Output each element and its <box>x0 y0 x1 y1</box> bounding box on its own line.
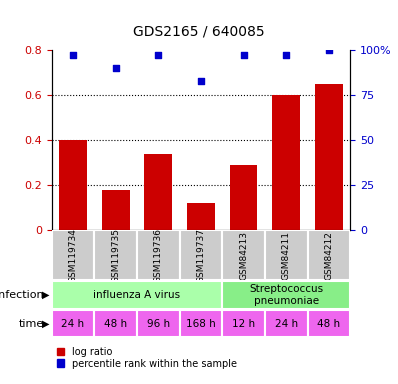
Bar <box>222 230 265 280</box>
Point <box>155 52 162 58</box>
Point <box>240 52 247 58</box>
Bar <box>137 230 179 280</box>
Text: time: time <box>19 318 44 329</box>
Bar <box>52 230 94 280</box>
Point <box>283 52 289 58</box>
Point <box>70 52 76 58</box>
Bar <box>179 230 222 280</box>
Text: ▶: ▶ <box>42 318 50 329</box>
Text: GSM119737: GSM119737 <box>197 228 205 283</box>
Bar <box>308 310 350 338</box>
Point <box>326 47 332 53</box>
Text: GSM84213: GSM84213 <box>239 231 248 280</box>
Text: 48 h: 48 h <box>104 318 127 329</box>
Bar <box>230 165 258 230</box>
Text: GSM119735: GSM119735 <box>111 228 120 283</box>
Point <box>198 78 204 84</box>
Text: Streptococcus
pneumoniae: Streptococcus pneumoniae <box>249 284 323 306</box>
Bar <box>52 310 94 338</box>
Bar <box>179 310 222 338</box>
Text: 96 h: 96 h <box>147 318 170 329</box>
Bar <box>265 230 308 280</box>
Bar <box>59 140 87 230</box>
Text: GSM119736: GSM119736 <box>154 228 163 283</box>
Bar <box>222 310 265 338</box>
Bar <box>144 154 172 230</box>
Bar <box>187 204 215 230</box>
Bar <box>102 190 130 230</box>
Point <box>113 65 119 71</box>
Bar <box>272 95 300 230</box>
Bar <box>137 310 179 338</box>
Text: ▶: ▶ <box>42 290 50 300</box>
Bar <box>52 281 222 309</box>
Bar <box>94 230 137 280</box>
Text: GSM119734: GSM119734 <box>68 228 78 283</box>
Text: 24 h: 24 h <box>62 318 85 329</box>
Bar <box>94 310 137 338</box>
Text: GSM84211: GSM84211 <box>282 231 291 280</box>
Bar <box>222 281 350 309</box>
Text: 168 h: 168 h <box>186 318 216 329</box>
Legend: log ratio, percentile rank within the sample: log ratio, percentile rank within the sa… <box>57 347 237 369</box>
Text: influenza A virus: influenza A virus <box>94 290 181 300</box>
Text: GSM84212: GSM84212 <box>324 231 334 280</box>
Bar <box>315 84 343 230</box>
Text: infection: infection <box>0 290 44 300</box>
Text: 12 h: 12 h <box>232 318 255 329</box>
Text: GDS2165 / 640085: GDS2165 / 640085 <box>133 25 265 38</box>
Text: 48 h: 48 h <box>317 318 340 329</box>
Bar <box>308 230 350 280</box>
Bar <box>265 310 308 338</box>
Text: 24 h: 24 h <box>275 318 298 329</box>
